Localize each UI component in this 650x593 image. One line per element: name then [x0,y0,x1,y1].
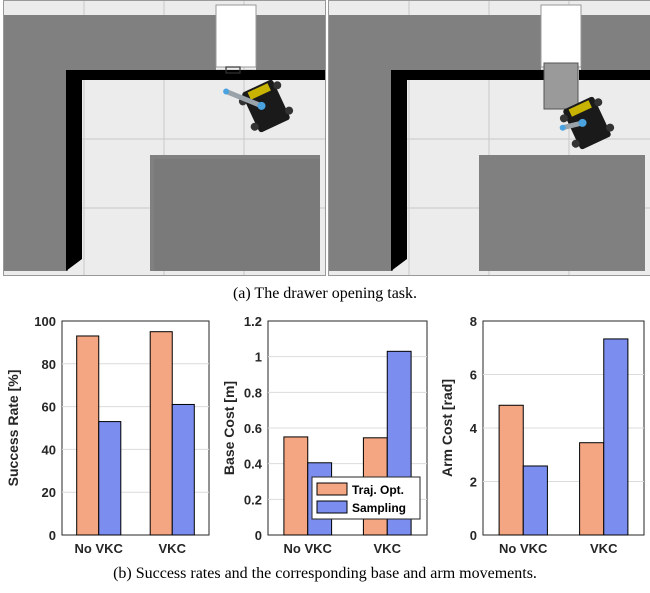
bar-traj-opt-no-vkc [76,335,100,536]
legend-swatch-traj-opt [316,482,348,496]
y-tick-label: 0.8 [244,385,262,400]
x-tick-label: No VKC [499,541,548,556]
y-tick-label: 6 [470,368,477,383]
wall-block-left [329,15,393,271]
legend: Traj. Opt. Sampling [311,476,421,520]
wall-block-left [4,15,68,271]
wall-block-top [68,15,216,71]
bar-sampling-no-vkc [522,465,548,536]
x-tick-label: VKC [159,541,187,556]
y-tick-label: 0 [470,528,477,543]
wall-top-left-segment [391,70,545,80]
y-tick-label: 100 [34,314,56,329]
bar-traj-opt-no-vkc [283,436,309,536]
robot [559,96,615,150]
wall-block-top [393,15,541,71]
wall-left [66,70,82,271]
wall-block-top-right [581,15,650,71]
y-tick-label: 80 [42,357,56,372]
legend-label-sampling: Sampling [352,501,406,515]
y-tick-label: 1.2 [244,314,262,329]
wall-top-right-segment [579,70,650,80]
y-tick-label: 0.6 [244,421,262,436]
x-tick-label: No VKC [284,541,333,556]
y-tick-label: 4 [470,421,478,436]
bar-traj-opt-no-vkc [498,404,524,536]
y-tick-label: 0 [255,528,262,543]
x-tick-label: VKC [374,541,402,556]
y-tick-label: 1 [255,350,262,365]
drawer-cabinet [215,4,257,68]
sim-scene-after-drawing [329,1,650,275]
arm-cost-chart: 0 2 4 6 8 Arm Cost [rad] No VKC VKC [439,314,645,556]
x-tick-label: VKC [590,541,618,556]
robot [223,79,294,133]
y-tick-label: 0.2 [244,492,262,507]
opened-drawer [543,62,579,110]
y-tick-label: 0.4 [244,457,263,472]
bar-sampling-vkc [603,338,629,536]
sim-scene-after [328,0,650,276]
table [479,155,645,271]
y-tick-label: 20 [42,485,56,500]
sim-scene-before-drawing [4,1,325,275]
legend-swatch-sampling [316,500,348,514]
bar-traj-opt-vkc [579,442,605,536]
sim-scene-before [3,0,326,276]
success-rate-chart: 0 20 40 60 80 100 Success Rate [%] No VKC VKC [5,314,210,556]
caption-a: (a) The drawer opening task. [232,285,418,302]
drawer-cabinet [540,4,582,68]
bar-traj-opt-vkc [149,331,173,536]
y-tick-label: 8 [470,314,477,329]
bar-sampling-no-vkc [98,421,122,536]
base-cost-chart: 0 0.2 0.4 0.6 0.8 1 1.2 Base Cost [m] No VKC VKC T… [221,314,428,556]
caption-b: (b) Success rates and the corresponding … [113,565,537,582]
y-tick-label: 0 [49,528,56,543]
y-tick-label: 2 [470,475,477,490]
wall-left [391,70,407,271]
wall-block-top-right [256,15,325,71]
y-axis-label: Arm Cost [rad] [439,379,455,477]
wall-top [66,70,325,80]
x-tick-label: No VKC [75,541,124,556]
bar-sampling-vkc [171,403,195,536]
legend-label-traj-opt: Traj. Opt. [352,483,404,497]
y-tick-label: 60 [42,400,56,415]
y-tick-label: 40 [42,442,56,457]
y-axis-label: Base Cost [m] [221,381,237,475]
y-axis-label: Success Rate [%] [5,370,21,487]
